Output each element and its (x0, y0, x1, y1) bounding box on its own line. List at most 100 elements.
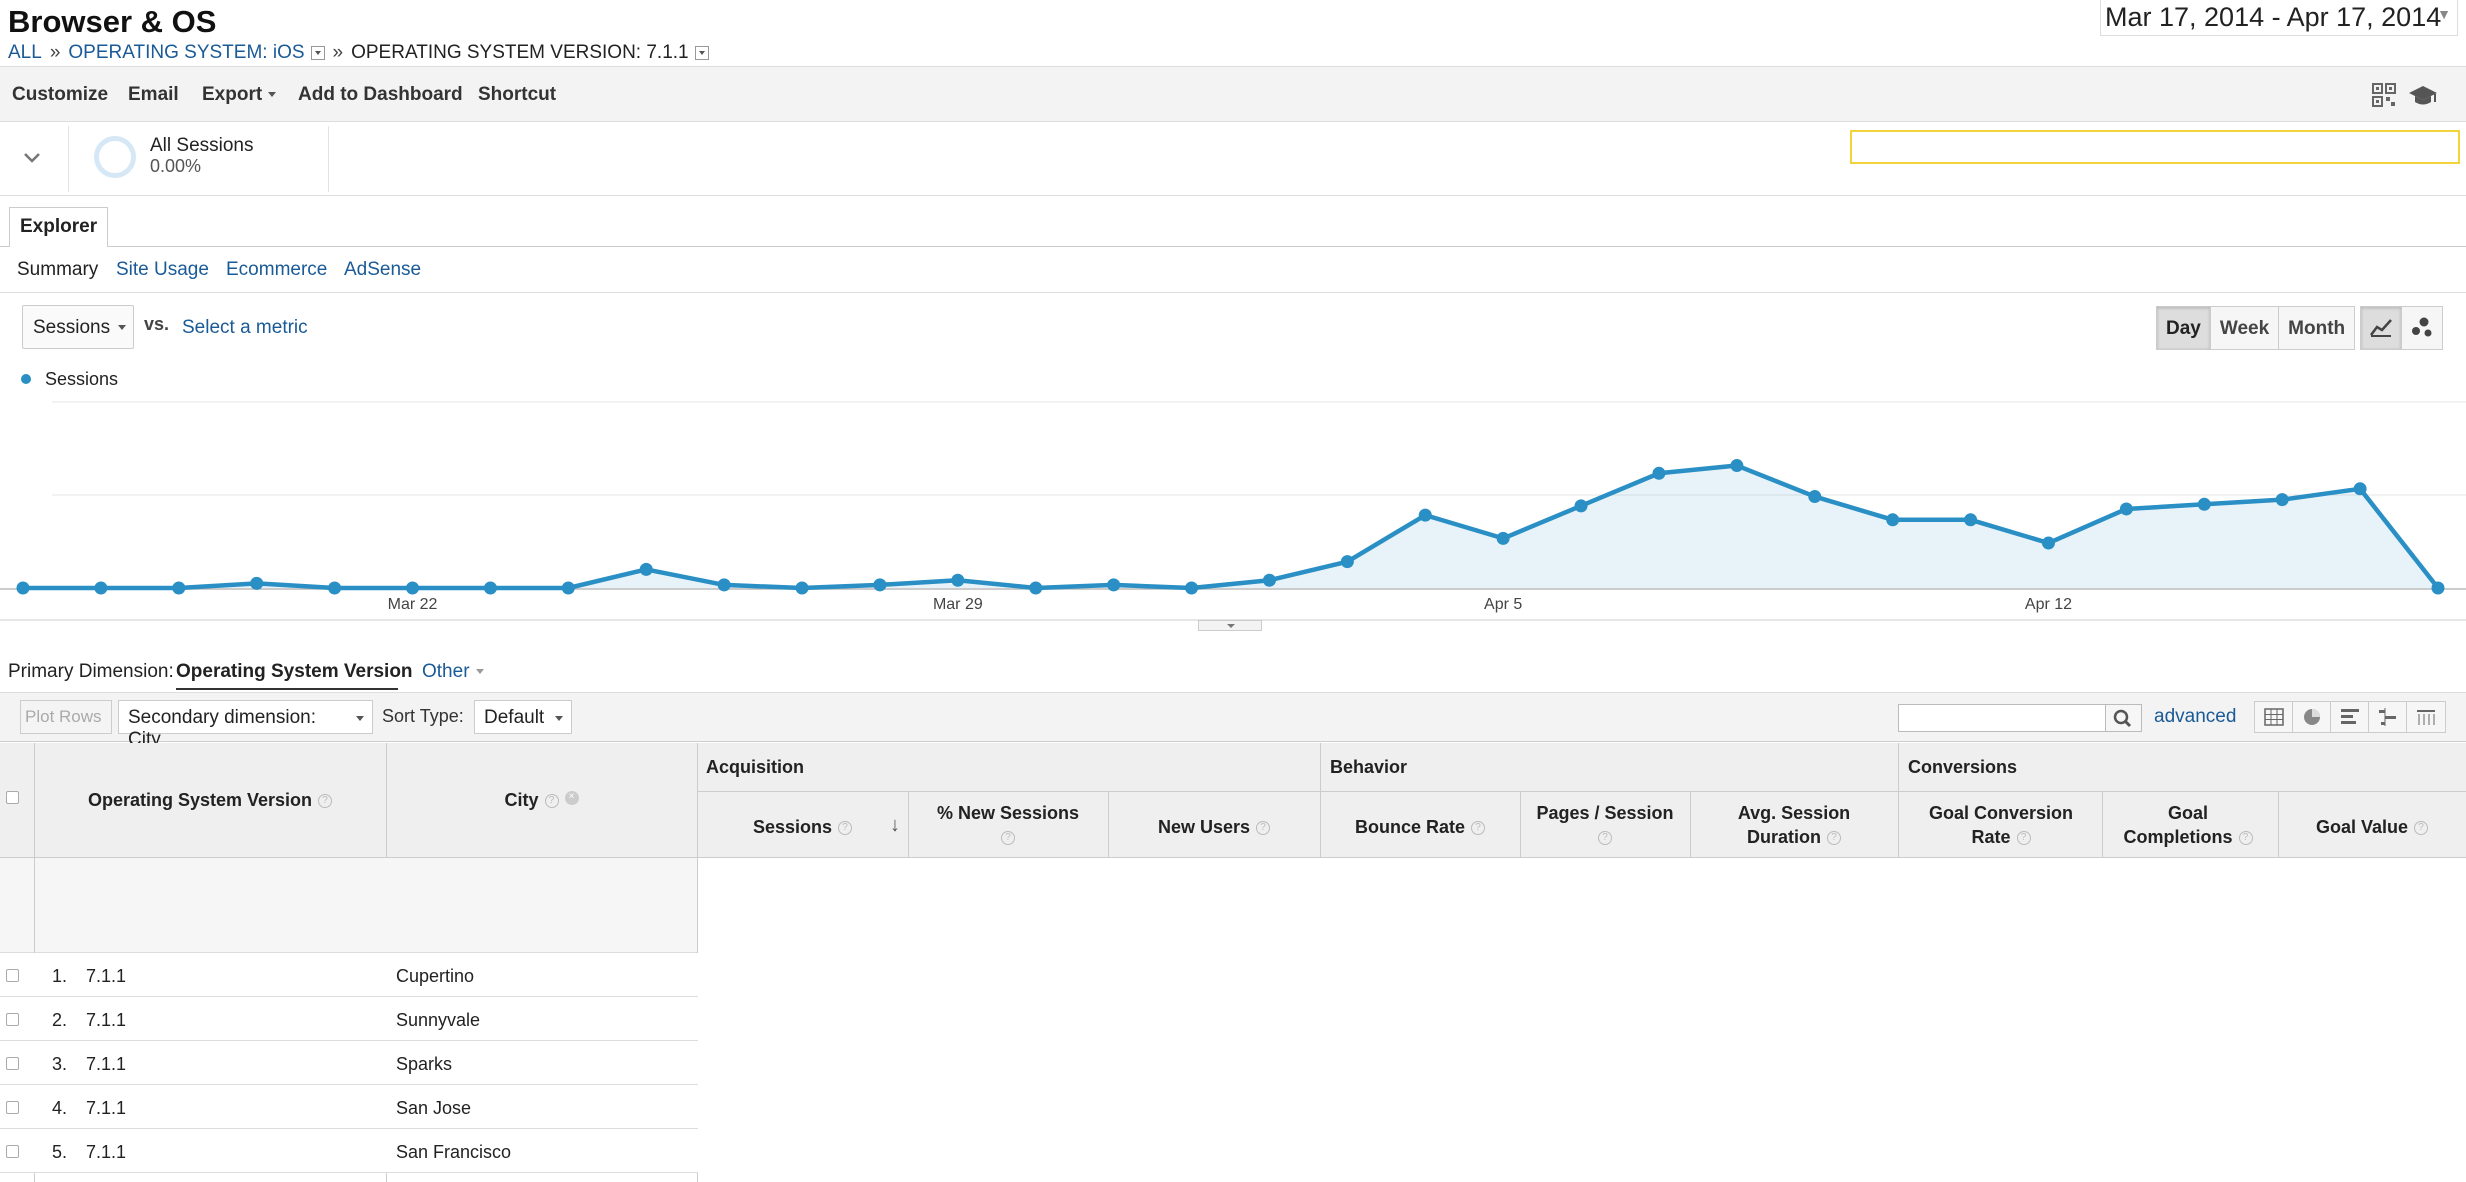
tab-explorer[interactable]: Explorer (9, 207, 109, 247)
data-point[interactable] (2431, 581, 2445, 595)
segment-name[interactable]: All Sessions (150, 135, 254, 156)
data-point[interactable] (483, 581, 497, 595)
add-to-dashboard-button[interactable]: Add to Dashboard (298, 84, 463, 105)
subtab-site-usage[interactable]: Site Usage (116, 259, 209, 280)
column-header-goal-value[interactable]: Goal Value? (2278, 815, 2466, 839)
metric-dropdown[interactable]: Sessions (22, 305, 134, 349)
city-link[interactable]: Cupertino (396, 966, 475, 986)
data-point[interactable] (1029, 581, 1043, 595)
data-point[interactable] (1262, 573, 1276, 587)
data-point[interactable] (951, 573, 965, 587)
os-version-link[interactable]: 7.1.1 (86, 1054, 127, 1074)
help-icon[interactable]: ? (1598, 831, 1612, 846)
table-row[interactable]: 4. 7.1.1 San Jose (0, 1085, 698, 1129)
data-point[interactable] (1886, 513, 1900, 527)
help-icon[interactable]: ? (838, 821, 853, 836)
secondary-dimension-dropdown[interactable]: Secondary dimension: City (118, 700, 373, 750)
bar-view-icon[interactable] (2331, 702, 2369, 732)
data-point[interactable] (94, 581, 108, 595)
breadcrumb-dropdown-icon[interactable] (694, 45, 709, 60)
data-point[interactable] (328, 581, 342, 595)
column-header-pages-per-session[interactable]: Pages / Session? (1536, 803, 1674, 846)
data-point[interactable] (1574, 499, 1588, 513)
data-point[interactable] (873, 578, 887, 592)
data-point[interactable] (1107, 578, 1121, 592)
city-link[interactable]: San Jose (396, 1098, 472, 1118)
plot-rows-button[interactable]: Plot Rows (20, 700, 112, 734)
column-header-bounce-rate[interactable]: Bounce Rate? (1320, 815, 1520, 839)
sort-descending-icon[interactable]: ↓ (890, 814, 900, 836)
table-row[interactable]: 5. 7.1.1 San Francisco (0, 1129, 698, 1173)
data-point[interactable] (2353, 482, 2367, 496)
search-button[interactable] (2106, 704, 2142, 732)
table-search-input[interactable] (1898, 704, 2106, 732)
data-point[interactable] (2041, 536, 2055, 550)
pivot-view-icon[interactable] (2407, 702, 2445, 732)
shortcut-button[interactable]: Shortcut (478, 84, 557, 105)
row-checkbox[interactable] (6, 969, 19, 982)
table-row[interactable]: 1. 7.1.1 Cupertino (0, 953, 698, 997)
data-point[interactable] (1730, 459, 1744, 473)
help-icon[interactable]: ? (2238, 831, 2253, 846)
qr-code-icon[interactable] (2372, 83, 2396, 107)
column-header-goal-conversion-rate[interactable]: Goal Conversion Rate? (1928, 803, 2074, 847)
help-icon[interactable]: ? (1827, 831, 1841, 846)
data-point[interactable] (1340, 555, 1354, 569)
data-point[interactable] (2197, 497, 2211, 511)
column-header-new-users[interactable]: New Users? (1108, 815, 1320, 839)
other-dimension-link[interactable]: Other (422, 661, 484, 683)
month-button[interactable]: Month (2288, 318, 2346, 339)
remove-dimension-icon[interactable]: × (564, 791, 579, 805)
data-point[interactable] (16, 581, 30, 595)
help-icon[interactable]: ? (1256, 821, 1271, 836)
day-button[interactable]: Day (2157, 307, 2211, 349)
data-point[interactable] (1652, 466, 1666, 480)
select-all-checkbox[interactable] (6, 791, 19, 804)
select-metric-link[interactable]: Select a metric (182, 317, 308, 338)
column-header-os-version[interactable]: Operating System Version? (34, 788, 386, 812)
subtab-ecommerce[interactable]: Ecommerce (226, 259, 328, 280)
breadcrumb-operating-system[interactable]: OPERATING SYSTEM: iOS (68, 42, 305, 63)
data-point[interactable] (1808, 490, 1822, 504)
row-checkbox[interactable] (6, 1101, 19, 1114)
data-point[interactable] (1496, 531, 1510, 545)
column-header-avg-session-duration[interactable]: Avg. Session Duration? (1737, 803, 1851, 847)
data-point[interactable] (1418, 508, 1432, 522)
data-point[interactable] (2119, 502, 2133, 516)
os-version-link[interactable]: 7.1.1 (86, 1010, 127, 1030)
chart-resize-handle[interactable] (1198, 620, 1262, 631)
subtab-summary[interactable]: Summary (17, 259, 99, 280)
data-point[interactable] (172, 581, 186, 595)
os-version-link[interactable]: 7.1.1 (86, 1098, 127, 1118)
city-link[interactable]: Sunnyvale (396, 1010, 481, 1030)
data-point[interactable] (795, 581, 809, 595)
segment-input[interactable] (1850, 130, 2460, 164)
column-header-new-sessions-pct[interactable]: % New Sessions? (936, 803, 1080, 846)
table-row[interactable]: 2. 7.1.1 Sunnyvale (0, 997, 698, 1041)
table-view-icon[interactable] (2255, 702, 2293, 732)
help-icon[interactable]: ? (1001, 831, 1015, 846)
data-point[interactable] (2275, 493, 2289, 507)
graduation-cap-icon[interactable] (2408, 83, 2438, 107)
data-point[interactable] (406, 581, 420, 595)
row-checkbox[interactable] (6, 1013, 19, 1026)
help-icon[interactable]: ? (2016, 831, 2031, 846)
row-checkbox[interactable] (6, 1145, 19, 1158)
week-button[interactable]: Week (2211, 307, 2280, 349)
pie-view-icon[interactable] (2293, 702, 2331, 732)
comparison-view-icon[interactable] (2369, 702, 2407, 732)
data-point[interactable] (639, 562, 653, 576)
column-header-sessions[interactable]: Sessions? ↓ (752, 814, 900, 837)
subtab-adsense[interactable]: AdSense (344, 259, 422, 280)
breadcrumb-all[interactable]: ALL (8, 42, 42, 63)
data-point[interactable] (1964, 513, 1978, 527)
city-link[interactable]: Sparks (396, 1054, 453, 1074)
data-point[interactable] (561, 581, 575, 595)
help-icon[interactable]: ? (2414, 821, 2429, 836)
customize-button[interactable]: Customize (12, 84, 109, 105)
column-header-goal-completions[interactable]: Goal Completions? (2118, 801, 2258, 849)
data-point[interactable] (250, 576, 264, 590)
date-range-picker[interactable]: Mar 17, 2014 - Apr 17, 2014 ▼ (2100, 0, 2458, 36)
row-checkbox[interactable] (6, 1057, 19, 1070)
help-icon[interactable]: ? (1471, 821, 1486, 836)
